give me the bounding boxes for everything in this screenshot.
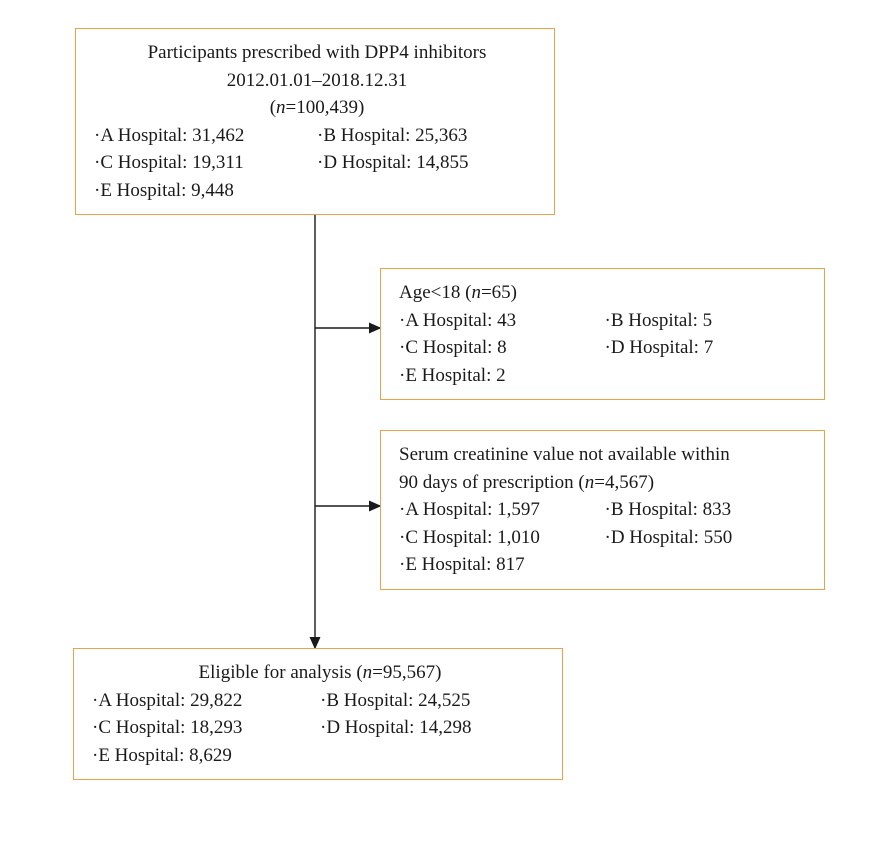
box2-title: Age<18 (n=65) xyxy=(399,279,810,307)
box1-title2: 2012.01.01–2018.12.31 xyxy=(94,67,540,95)
b2-r1l: C Hospital: 8 xyxy=(399,334,605,362)
b1-r0l: A Hospital: 31,462 xyxy=(94,122,317,150)
b3-r0r: B Hospital: 833 xyxy=(605,496,811,524)
b4-r2r xyxy=(320,742,548,770)
b2-r0r: B Hospital: 5 xyxy=(605,307,811,335)
n-label: n xyxy=(363,662,373,683)
box1-title1: Participants prescribed with DPP4 inhibi… xyxy=(94,39,540,67)
b3-r2r xyxy=(605,551,811,579)
b2-r2l: E Hospital: 2 xyxy=(399,362,605,390)
b4-r1r: D Hospital: 14,298 xyxy=(320,714,548,742)
b1-r2l: E Hospital: 9,448 xyxy=(94,177,317,205)
b1-r2r xyxy=(317,177,540,205)
box1-rows: A Hospital: 31,462 B Hospital: 25,363 C … xyxy=(94,122,540,205)
b3-r2l: E Hospital: 817 xyxy=(399,551,605,579)
b1-r1l: C Hospital: 19,311 xyxy=(94,149,317,177)
b2-r2r xyxy=(605,362,811,390)
b2-r1r: D Hospital: 7 xyxy=(605,334,811,362)
flowchart-canvas: Participants prescribed with DPP4 inhibi… xyxy=(0,0,882,843)
n-label: n xyxy=(471,282,481,303)
b3-r0l: A Hospital: 1,597 xyxy=(399,496,605,524)
b1-r0r: B Hospital: 25,363 xyxy=(317,122,540,150)
n-value: 100,439 xyxy=(296,97,358,118)
box-initial-cohort: Participants prescribed with DPP4 inhibi… xyxy=(75,28,555,215)
box-eligible: Eligible for analysis (n=95,567) A Hospi… xyxy=(73,648,563,780)
b4-r1l: C Hospital: 18,293 xyxy=(92,714,320,742)
box3-title1: Serum creatinine value not available wit… xyxy=(399,441,810,469)
box4-rows: A Hospital: 29,822 B Hospital: 24,525 C … xyxy=(92,687,548,770)
b4-r0l: A Hospital: 29,822 xyxy=(92,687,320,715)
box4-title1: Eligible for analysis xyxy=(199,662,357,683)
b4-r0r: B Hospital: 24,525 xyxy=(320,687,548,715)
box2-rows: A Hospital: 43 B Hospital: 5 C Hospital:… xyxy=(399,307,810,390)
box-exclude-age: Age<18 (n=65) A Hospital: 43 B Hospital:… xyxy=(380,268,825,400)
box2-title1: Age<18 xyxy=(399,282,465,303)
box4-title: Eligible for analysis (n=95,567) xyxy=(92,659,548,687)
n-label: n xyxy=(276,97,286,118)
box3-title2-line: 90 days of prescription (n=4,567) xyxy=(399,469,810,497)
b3-r1l: C Hospital: 1,010 xyxy=(399,524,605,552)
box3-title2: 90 days of prescription xyxy=(399,472,578,493)
b3-r1r: D Hospital: 550 xyxy=(605,524,811,552)
n-label: n xyxy=(585,472,595,493)
n-value: 95,567 xyxy=(383,662,435,683)
box-exclude-creatinine: Serum creatinine value not available wit… xyxy=(380,430,825,590)
b4-r2l: E Hospital: 8,629 xyxy=(92,742,320,770)
n-value: 65 xyxy=(492,282,511,303)
box1-n: (n=100,439) xyxy=(94,94,540,122)
b2-r0l: A Hospital: 43 xyxy=(399,307,605,335)
n-value: 4,567 xyxy=(605,472,648,493)
b1-r1r: D Hospital: 14,855 xyxy=(317,149,540,177)
box3-rows: A Hospital: 1,597 B Hospital: 833 C Hosp… xyxy=(399,496,810,579)
